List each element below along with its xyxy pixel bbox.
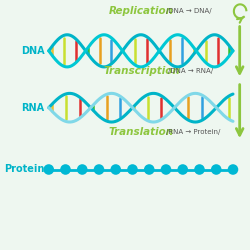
Text: /DNA → RNA/: /DNA → RNA/ [168,68,213,73]
Point [214,168,218,172]
Point [114,168,118,172]
Text: Replication: Replication [109,6,174,16]
Point [231,168,235,172]
Text: Protein: Protein [4,164,44,174]
Point [64,168,68,172]
Point [97,168,101,172]
Text: /DNA → DNA/: /DNA → DNA/ [166,8,211,14]
Text: /RNA → Protein/: /RNA → Protein/ [166,130,220,136]
Point [47,168,51,172]
Text: RNA: RNA [21,103,44,113]
Point [130,168,134,172]
Point [198,168,202,172]
Text: Translation: Translation [109,128,174,138]
Point [181,168,185,172]
Text: Transcription: Transcription [103,66,180,76]
Point [80,168,84,172]
Point [147,168,151,172]
Point [164,168,168,172]
Text: DNA: DNA [21,46,44,56]
